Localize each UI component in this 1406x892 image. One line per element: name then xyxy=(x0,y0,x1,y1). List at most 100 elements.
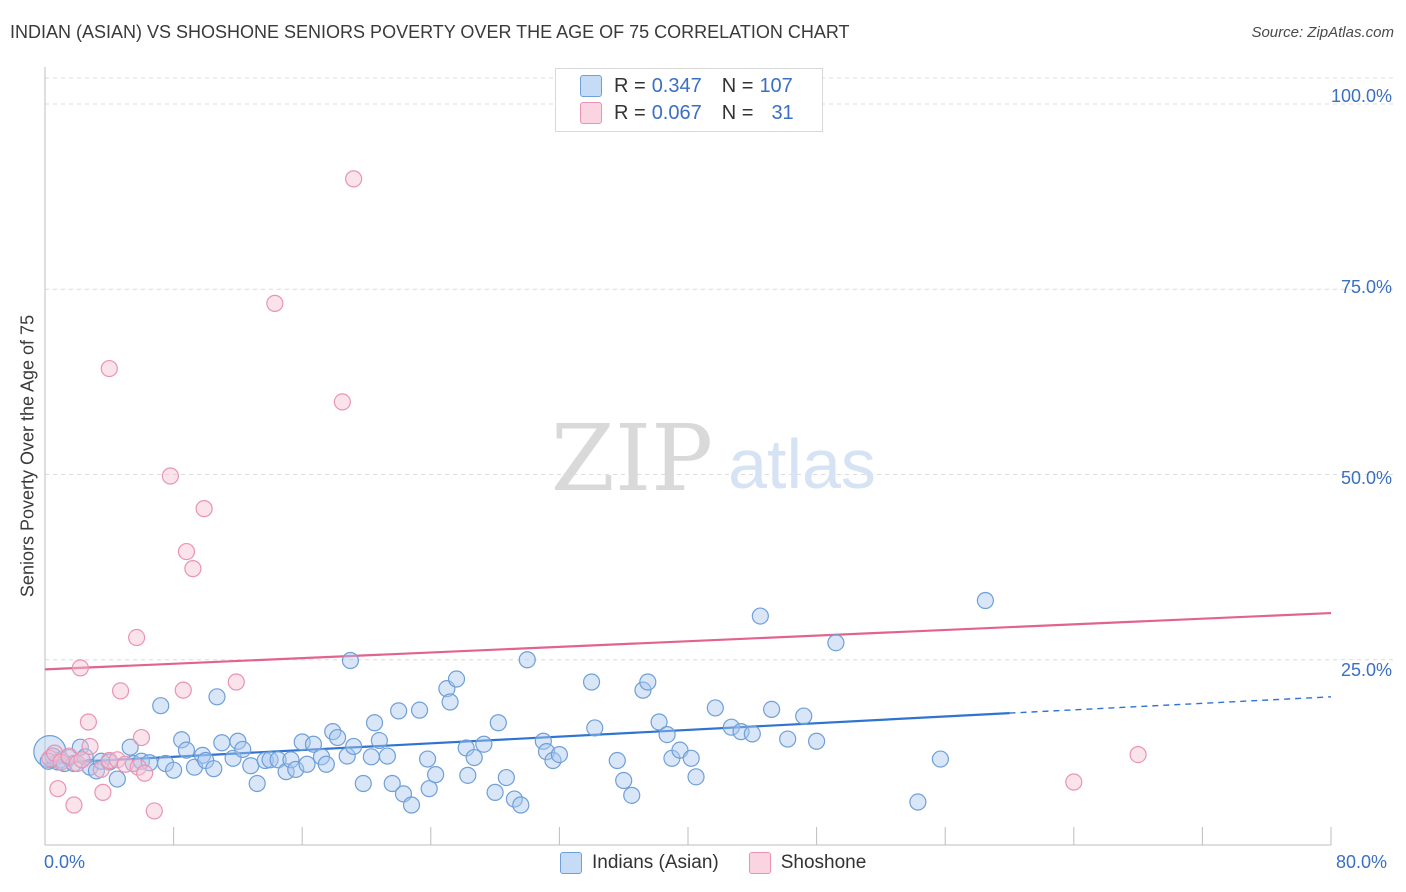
data-point xyxy=(639,673,657,691)
data-point xyxy=(365,714,384,732)
data-point xyxy=(256,751,274,770)
y-tick-label: 75.0% xyxy=(1340,277,1392,297)
watermark-atlas: atlas xyxy=(728,425,876,503)
data-point xyxy=(390,702,408,720)
legend-item-shoshone[interactable]: Shoshone xyxy=(748,852,866,874)
data-point xyxy=(65,796,83,814)
data-point xyxy=(193,746,212,764)
data-point xyxy=(1129,746,1147,764)
stats-legend: R = 0.347 N = 107 R = 0.067 N = 31 xyxy=(555,68,823,132)
data-point xyxy=(378,747,396,765)
data-point xyxy=(229,732,247,750)
x-tick-label-max: 80.0% xyxy=(1336,852,1388,872)
data-point xyxy=(459,766,477,784)
legend-item-indians[interactable]: Indians (Asian) xyxy=(560,852,719,874)
data-point xyxy=(41,749,59,767)
data-point xyxy=(136,764,154,782)
trend-line-indians-extension xyxy=(1009,696,1332,714)
data-point xyxy=(807,732,826,750)
data-point xyxy=(208,688,226,706)
data-point xyxy=(282,751,300,769)
stats-row-shoshone: R = 0.067 N = 31 xyxy=(580,101,794,125)
data-point xyxy=(623,786,641,804)
trend-lines xyxy=(44,611,1332,765)
data-point xyxy=(743,725,761,743)
data-point xyxy=(762,700,781,719)
data-point xyxy=(441,693,459,711)
data-point xyxy=(213,734,231,752)
data-point xyxy=(132,728,151,747)
data-point xyxy=(345,737,363,756)
swatch-shoshone xyxy=(580,102,602,124)
data-point xyxy=(976,591,994,610)
data-point xyxy=(129,758,147,776)
data-point xyxy=(418,750,437,768)
data-point xyxy=(184,560,202,578)
data-point xyxy=(328,728,347,747)
y-tick-label: 50.0% xyxy=(1340,468,1392,488)
y-tick-label: 100.0% xyxy=(1330,86,1392,106)
data-point xyxy=(152,697,170,715)
data-point xyxy=(706,699,724,717)
data-point xyxy=(608,751,626,770)
data-point xyxy=(71,738,89,756)
data-point xyxy=(248,774,266,793)
data-point xyxy=(173,731,191,749)
data-point xyxy=(234,740,252,759)
data-point xyxy=(333,393,351,411)
data-point xyxy=(174,681,192,699)
data-point xyxy=(338,747,356,765)
data-point xyxy=(266,294,284,312)
legend-swatch-indians xyxy=(560,852,582,874)
n-value: 31 xyxy=(771,101,794,124)
data-point xyxy=(128,628,146,647)
data-point xyxy=(383,774,401,793)
n-value: 107 xyxy=(759,74,793,97)
data-point xyxy=(582,673,601,691)
data-point xyxy=(447,670,466,688)
data-point xyxy=(111,682,130,700)
data-point xyxy=(100,359,118,378)
data-point xyxy=(615,771,633,790)
data-point xyxy=(909,793,927,811)
r-label: R = xyxy=(614,101,646,124)
data-point xyxy=(227,673,245,691)
watermark: ZIP atlas xyxy=(551,405,876,512)
data-point xyxy=(121,738,139,756)
watermark-zip: ZIP xyxy=(551,405,713,512)
data-point xyxy=(145,802,163,820)
data-point xyxy=(298,755,316,773)
data-point xyxy=(108,751,126,769)
data-point xyxy=(242,757,260,775)
data-point xyxy=(486,783,504,801)
data-point xyxy=(341,651,360,670)
data-point xyxy=(420,780,438,798)
data-point xyxy=(205,760,223,778)
stats-row-indians: R = 0.347 N = 107 xyxy=(580,74,793,98)
data-point xyxy=(497,768,515,787)
data-point xyxy=(489,714,507,732)
data-point xyxy=(354,774,372,793)
data-point xyxy=(1065,773,1083,791)
r-label: R = xyxy=(614,74,646,97)
swatch-indians xyxy=(580,75,602,97)
data-point xyxy=(287,760,305,779)
trend-line-indians xyxy=(44,712,1010,765)
data-point xyxy=(658,725,676,744)
data-point xyxy=(795,707,813,725)
grid-lines xyxy=(45,77,1393,661)
legend-label-indians: Indians (Asian) xyxy=(592,852,719,873)
data-point xyxy=(687,768,705,786)
data-point xyxy=(317,755,335,773)
data-point xyxy=(682,749,700,767)
data-point xyxy=(81,737,99,756)
data-point xyxy=(410,701,429,719)
data-point xyxy=(46,744,64,762)
legend-swatch-shoshone xyxy=(748,852,771,874)
data-point xyxy=(108,770,126,788)
data-point xyxy=(304,735,323,753)
data-point xyxy=(116,755,134,773)
trend-line-shoshone xyxy=(44,611,1332,671)
data-point xyxy=(161,467,179,485)
